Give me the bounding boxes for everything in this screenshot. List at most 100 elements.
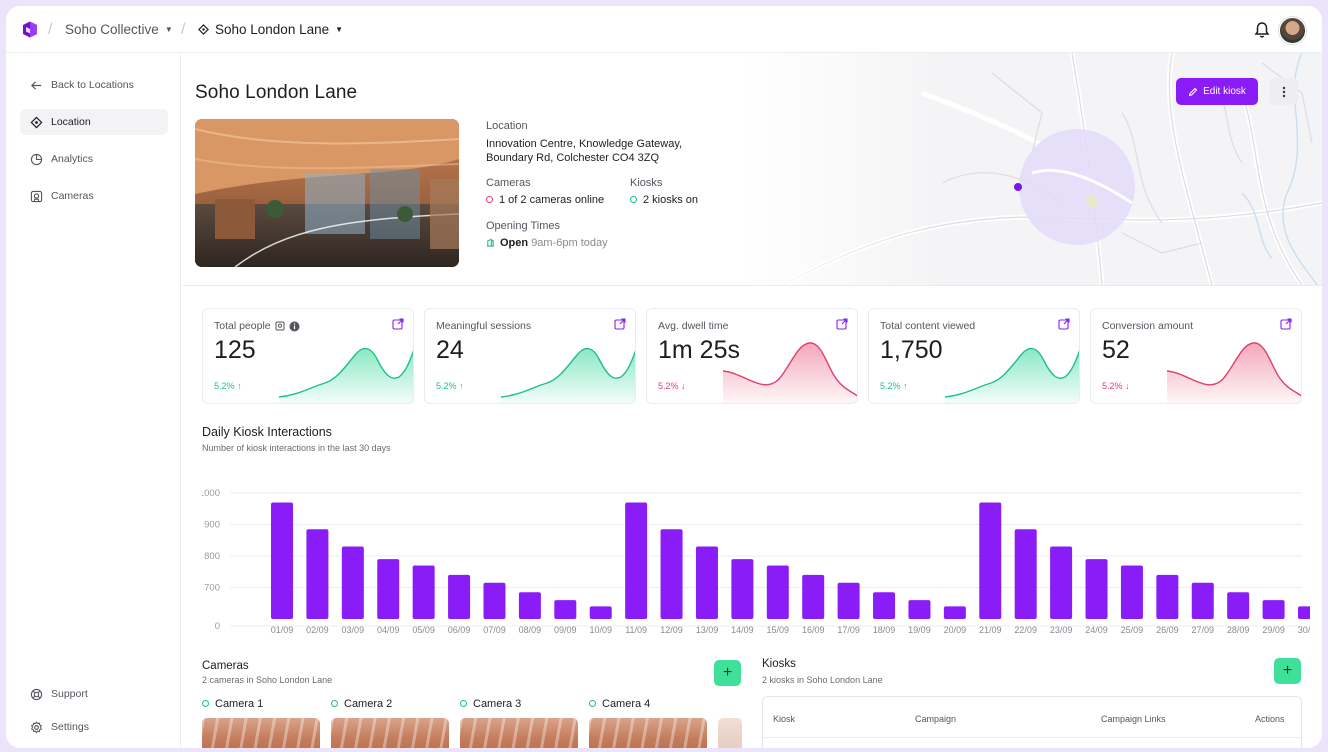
location-switcher[interactable]: Soho London Lane ▼ — [198, 22, 343, 37]
bar[interactable] — [271, 502, 293, 619]
x-tick-label: 28/09 — [1227, 625, 1250, 635]
camera-thumbnail[interactable] — [331, 718, 449, 748]
external-link-icon[interactable] — [392, 318, 404, 330]
bar[interactable] — [341, 546, 364, 619]
camera-thumbnail[interactable] — [460, 718, 578, 748]
sparkline — [279, 348, 413, 403]
camera-thumbnail-overflow — [718, 718, 742, 748]
bar[interactable] — [802, 574, 825, 619]
edit-kiosk-button[interactable]: Edit kiosk — [1176, 78, 1258, 105]
brand-logo-icon[interactable] — [22, 21, 38, 38]
column-header-campaign-links[interactable]: Campaign Links — [1101, 714, 1166, 724]
camera-icon — [30, 190, 43, 202]
camera-thumbnail[interactable] — [202, 718, 320, 748]
bar[interactable] — [943, 606, 966, 619]
bar[interactable] — [1120, 565, 1143, 619]
info-icon[interactable] — [289, 321, 300, 332]
external-link-icon[interactable] — [836, 318, 848, 330]
org-name: Soho Collective — [65, 22, 159, 37]
stat-value: 24 — [436, 336, 464, 364]
stat-title: Meaningful sessions — [436, 320, 531, 332]
bar[interactable] — [1262, 600, 1285, 619]
location-label: Location — [486, 120, 528, 132]
bar[interactable] — [1298, 606, 1310, 619]
location-diamond-icon — [30, 116, 43, 128]
address-line-1: Innovation Centre, Knowledge Gateway, — [486, 138, 683, 150]
sidebar-item-settings[interactable]: Settings — [20, 714, 168, 740]
bar[interactable] — [377, 559, 400, 619]
sidebar-item-back-to-locations[interactable]: Back to Locations — [20, 72, 168, 98]
external-link-icon[interactable] — [1280, 318, 1292, 330]
address-line-2: Boundary Rd, Colchester CO4 3ZQ — [486, 152, 660, 164]
x-tick-label: 24/09 — [1085, 625, 1108, 635]
stat-value: 125 — [214, 336, 256, 364]
kiosks-section-title: Kiosks — [762, 658, 796, 670]
online-status-dot — [630, 196, 637, 203]
opening-times-status: Open 9am-6pm today — [486, 236, 608, 251]
user-avatar[interactable] — [1279, 17, 1306, 44]
bar[interactable] — [660, 529, 683, 619]
column-header-kiosk[interactable]: Kiosk — [773, 714, 796, 724]
bar[interactable] — [1191, 582, 1214, 619]
bar[interactable] — [1050, 546, 1073, 619]
camera-thumbnail[interactable] — [589, 718, 707, 748]
bar[interactable] — [412, 565, 435, 619]
bar[interactable] — [448, 574, 471, 619]
x-tick-label: 13/09 — [696, 625, 719, 635]
camera-tab-1[interactable]: Camera 1 — [202, 698, 263, 710]
sidebar-item-cameras[interactable]: Cameras — [20, 183, 168, 209]
bar[interactable] — [873, 592, 896, 619]
column-header-actions[interactable]: Actions — [1255, 714, 1285, 724]
camera-icon — [275, 321, 285, 331]
bar[interactable] — [1227, 592, 1250, 619]
x-tick-label: 19/09 — [908, 625, 931, 635]
bar[interactable] — [731, 559, 754, 619]
stat-card: Conversion amount 52 5.2% ↓ — [1090, 308, 1302, 404]
camera-name: Camera 2 — [344, 698, 393, 710]
x-tick-label: 30/09 — [1298, 625, 1310, 635]
bar[interactable] — [483, 582, 506, 619]
kiosks-status-text: 2 kiosks on — [643, 194, 699, 206]
sidebar-item-label: Settings — [51, 721, 89, 733]
bar[interactable] — [979, 502, 1002, 619]
sidebar-item-analytics[interactable]: Analytics — [20, 146, 168, 172]
bar[interactable] — [1014, 529, 1037, 619]
bar[interactable] — [1156, 574, 1179, 619]
sidebar-item-support[interactable]: Support — [20, 681, 168, 707]
x-tick-label: 23/09 — [1050, 625, 1073, 635]
x-tick-label: 26/09 — [1156, 625, 1179, 635]
sidebar: Back to Locations Location Analytics Cam… — [6, 53, 181, 748]
bar[interactable] — [306, 529, 329, 619]
camera-tab-2[interactable]: Camera 2 — [331, 698, 392, 710]
bar[interactable] — [837, 582, 860, 619]
bar[interactable] — [908, 600, 931, 619]
stat-card: Total people 125 5.2% ↑ — [202, 308, 414, 404]
bar[interactable] — [625, 502, 648, 619]
bell-icon[interactable] — [1254, 21, 1270, 39]
camera-tab-4[interactable]: Camera 4 — [589, 698, 650, 710]
cameras-label: Cameras — [486, 177, 531, 189]
bar[interactable] — [518, 592, 541, 619]
add-kiosk-button[interactable]: + — [1274, 658, 1301, 684]
x-tick-label: 15/09 — [767, 625, 790, 635]
sidebar-item-label: Analytics — [51, 153, 94, 165]
column-header-campaign[interactable]: Campaign — [915, 714, 957, 724]
gear-icon — [30, 720, 43, 733]
bar[interactable] — [589, 606, 612, 619]
bar[interactable] — [766, 565, 789, 619]
add-camera-button[interactable]: + — [714, 660, 741, 686]
bar[interactable] — [554, 600, 577, 619]
external-link-icon[interactable] — [1058, 318, 1070, 330]
sparkline — [1167, 342, 1301, 403]
arrow-up-icon: ↑ — [459, 381, 464, 391]
online-status-dot — [331, 700, 338, 707]
camera-tab-3[interactable]: Camera 3 — [460, 698, 521, 710]
bar[interactable] — [695, 546, 718, 619]
sidebar-item-location[interactable]: Location — [20, 109, 168, 135]
location-diamond-icon — [198, 24, 209, 35]
x-tick-label: 25/09 — [1121, 625, 1144, 635]
org-switcher[interactable]: Soho Collective ▼ — [65, 22, 173, 37]
more-options-button[interactable] — [1270, 78, 1298, 105]
bar[interactable] — [1085, 559, 1108, 619]
external-link-icon[interactable] — [614, 318, 626, 330]
